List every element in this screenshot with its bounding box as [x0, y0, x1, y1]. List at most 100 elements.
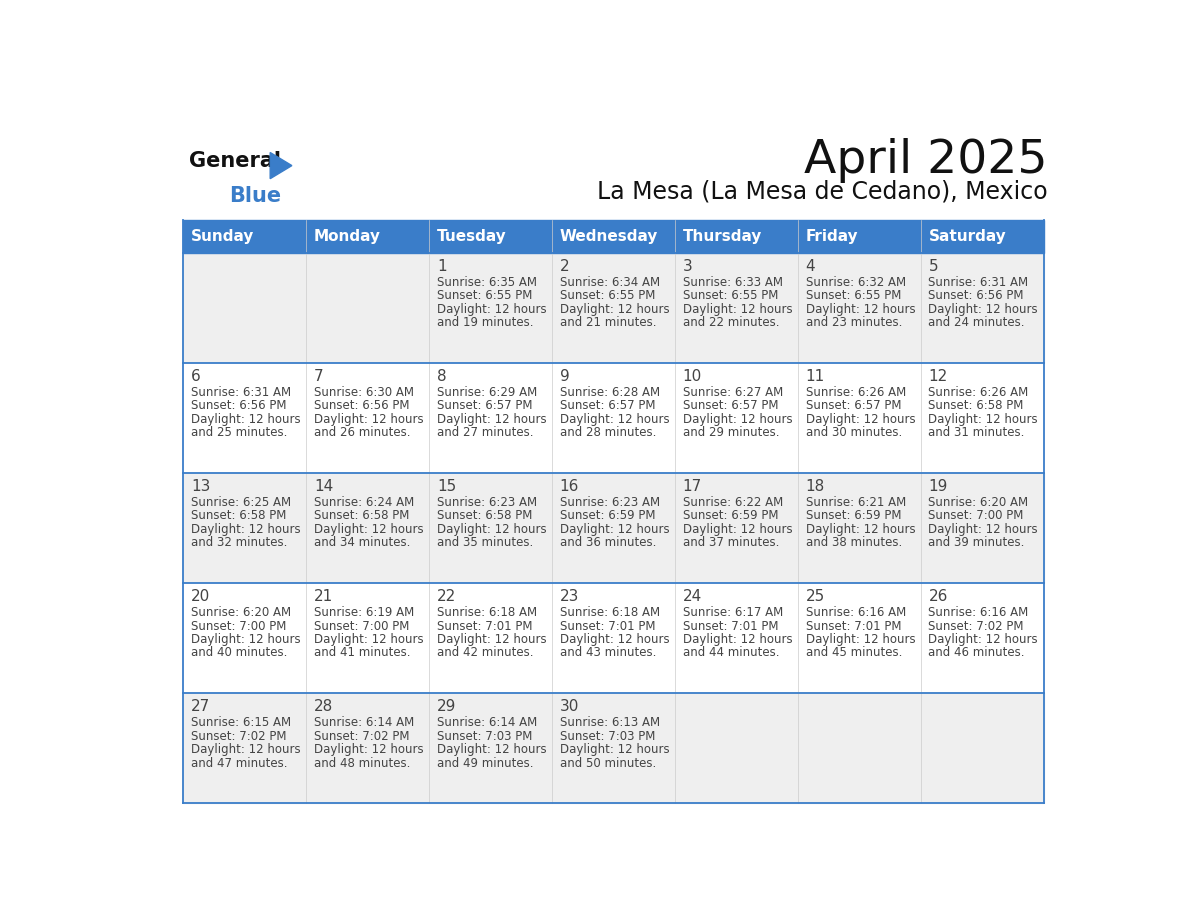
Text: 19: 19	[929, 479, 948, 494]
Text: and 50 minutes.: and 50 minutes.	[560, 756, 656, 769]
Text: and 27 minutes.: and 27 minutes.	[437, 426, 533, 439]
Text: Sunrise: 6:16 AM: Sunrise: 6:16 AM	[929, 606, 1029, 619]
Text: Daylight: 12 hours: Daylight: 12 hours	[929, 303, 1038, 316]
Text: Daylight: 12 hours: Daylight: 12 hours	[560, 303, 669, 316]
Text: Sunset: 6:58 PM: Sunset: 6:58 PM	[437, 509, 532, 522]
Text: Sunset: 6:56 PM: Sunset: 6:56 PM	[314, 399, 410, 412]
Text: Daylight: 12 hours: Daylight: 12 hours	[437, 743, 546, 756]
Text: Sunset: 6:56 PM: Sunset: 6:56 PM	[191, 399, 286, 412]
Text: and 29 minutes.: and 29 minutes.	[683, 426, 779, 439]
Text: Sunset: 6:58 PM: Sunset: 6:58 PM	[314, 509, 410, 522]
Text: Sunrise: 6:32 AM: Sunrise: 6:32 AM	[805, 275, 905, 288]
Bar	[183, 473, 1043, 583]
Text: Sunset: 7:01 PM: Sunset: 7:01 PM	[560, 620, 656, 633]
Text: General: General	[189, 151, 280, 171]
Text: and 42 minutes.: and 42 minutes.	[437, 646, 533, 659]
Text: 15: 15	[437, 479, 456, 494]
Polygon shape	[270, 152, 292, 179]
Text: Sunrise: 6:13 AM: Sunrise: 6:13 AM	[560, 716, 659, 729]
Text: and 21 minutes.: and 21 minutes.	[560, 316, 656, 330]
Text: 25: 25	[805, 589, 824, 604]
Text: Wednesday: Wednesday	[560, 229, 658, 244]
Text: and 19 minutes.: and 19 minutes.	[437, 316, 533, 330]
Text: Sunset: 6:57 PM: Sunset: 6:57 PM	[805, 399, 901, 412]
Text: Sunday: Sunday	[191, 229, 254, 244]
Text: Daylight: 12 hours: Daylight: 12 hours	[191, 633, 301, 646]
Text: 9: 9	[560, 369, 569, 384]
Text: Sunset: 7:03 PM: Sunset: 7:03 PM	[560, 730, 655, 743]
Text: Sunset: 7:03 PM: Sunset: 7:03 PM	[437, 730, 532, 743]
Text: and 36 minutes.: and 36 minutes.	[560, 536, 656, 549]
Text: Daylight: 12 hours: Daylight: 12 hours	[560, 413, 669, 426]
Text: Daylight: 12 hours: Daylight: 12 hours	[683, 413, 792, 426]
Text: Daylight: 12 hours: Daylight: 12 hours	[437, 523, 546, 536]
Text: and 49 minutes.: and 49 minutes.	[437, 756, 533, 769]
Text: Daylight: 12 hours: Daylight: 12 hours	[314, 523, 424, 536]
Text: 3: 3	[683, 259, 693, 274]
Text: Daylight: 12 hours: Daylight: 12 hours	[314, 743, 424, 756]
Text: Daylight: 12 hours: Daylight: 12 hours	[805, 413, 915, 426]
Text: and 28 minutes.: and 28 minutes.	[560, 426, 656, 439]
Text: and 44 minutes.: and 44 minutes.	[683, 646, 779, 659]
Text: Daylight: 12 hours: Daylight: 12 hours	[805, 523, 915, 536]
Text: 29: 29	[437, 700, 456, 714]
Text: Daylight: 12 hours: Daylight: 12 hours	[805, 633, 915, 646]
Text: 1: 1	[437, 259, 447, 274]
Text: Sunrise: 6:19 AM: Sunrise: 6:19 AM	[314, 606, 415, 619]
Text: and 48 minutes.: and 48 minutes.	[314, 756, 410, 769]
Text: 7: 7	[314, 369, 323, 384]
Text: Sunset: 7:02 PM: Sunset: 7:02 PM	[314, 730, 410, 743]
Text: Daylight: 12 hours: Daylight: 12 hours	[683, 633, 792, 646]
Text: Daylight: 12 hours: Daylight: 12 hours	[314, 633, 424, 646]
Text: Sunrise: 6:34 AM: Sunrise: 6:34 AM	[560, 275, 659, 288]
Text: 20: 20	[191, 589, 210, 604]
Text: and 41 minutes.: and 41 minutes.	[314, 646, 411, 659]
Text: 6: 6	[191, 369, 201, 384]
Text: Sunset: 7:02 PM: Sunset: 7:02 PM	[191, 730, 286, 743]
Text: 30: 30	[560, 700, 580, 714]
Text: and 45 minutes.: and 45 minutes.	[805, 646, 902, 659]
Text: Daylight: 12 hours: Daylight: 12 hours	[191, 523, 301, 536]
Text: 22: 22	[437, 589, 456, 604]
Text: Sunset: 6:58 PM: Sunset: 6:58 PM	[191, 509, 286, 522]
Text: Daylight: 12 hours: Daylight: 12 hours	[683, 303, 792, 316]
Text: Sunset: 7:00 PM: Sunset: 7:00 PM	[314, 620, 410, 633]
Text: Sunrise: 6:20 AM: Sunrise: 6:20 AM	[191, 606, 291, 619]
Text: Blue: Blue	[229, 186, 282, 207]
Text: Sunrise: 6:22 AM: Sunrise: 6:22 AM	[683, 496, 783, 509]
Text: Friday: Friday	[805, 229, 858, 244]
Text: 21: 21	[314, 589, 334, 604]
Text: 10: 10	[683, 369, 702, 384]
Text: Sunset: 7:01 PM: Sunset: 7:01 PM	[437, 620, 532, 633]
Text: Daylight: 12 hours: Daylight: 12 hours	[437, 303, 546, 316]
Text: and 22 minutes.: and 22 minutes.	[683, 316, 779, 330]
Text: Daylight: 12 hours: Daylight: 12 hours	[683, 523, 792, 536]
Text: Sunrise: 6:23 AM: Sunrise: 6:23 AM	[560, 496, 659, 509]
Text: 17: 17	[683, 479, 702, 494]
Text: Sunrise: 6:31 AM: Sunrise: 6:31 AM	[929, 275, 1029, 288]
Text: Sunset: 6:56 PM: Sunset: 6:56 PM	[929, 289, 1024, 302]
Text: and 30 minutes.: and 30 minutes.	[805, 426, 902, 439]
Text: La Mesa (La Mesa de Cedano), Mexico: La Mesa (La Mesa de Cedano), Mexico	[596, 179, 1048, 204]
Text: Sunrise: 6:31 AM: Sunrise: 6:31 AM	[191, 386, 291, 398]
Text: Sunset: 6:57 PM: Sunset: 6:57 PM	[437, 399, 532, 412]
Bar	[183, 220, 1043, 252]
Text: and 39 minutes.: and 39 minutes.	[929, 536, 1025, 549]
Text: Daylight: 12 hours: Daylight: 12 hours	[191, 413, 301, 426]
Text: Daylight: 12 hours: Daylight: 12 hours	[560, 633, 669, 646]
Text: Daylight: 12 hours: Daylight: 12 hours	[929, 413, 1038, 426]
Text: and 47 minutes.: and 47 minutes.	[191, 756, 287, 769]
Text: Sunrise: 6:15 AM: Sunrise: 6:15 AM	[191, 716, 291, 729]
Text: Daylight: 12 hours: Daylight: 12 hours	[437, 633, 546, 646]
Text: Sunrise: 6:26 AM: Sunrise: 6:26 AM	[805, 386, 905, 398]
Text: Sunset: 6:57 PM: Sunset: 6:57 PM	[683, 399, 778, 412]
Bar	[183, 583, 1043, 693]
Text: Saturday: Saturday	[929, 229, 1006, 244]
Text: Sunset: 7:00 PM: Sunset: 7:00 PM	[929, 509, 1024, 522]
Text: 16: 16	[560, 479, 580, 494]
Text: 14: 14	[314, 479, 334, 494]
Text: and 31 minutes.: and 31 minutes.	[929, 426, 1025, 439]
Text: Sunrise: 6:33 AM: Sunrise: 6:33 AM	[683, 275, 783, 288]
Text: 24: 24	[683, 589, 702, 604]
Text: Sunset: 6:55 PM: Sunset: 6:55 PM	[683, 289, 778, 302]
